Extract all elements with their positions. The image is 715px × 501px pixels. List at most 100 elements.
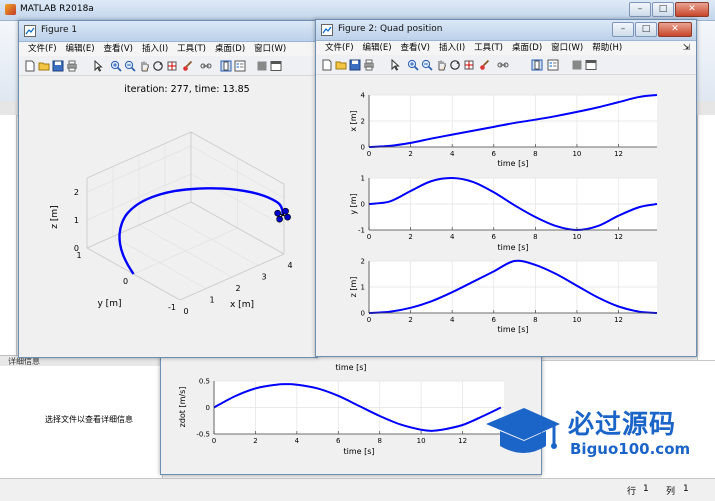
y-position-x-tick-label: 4 bbox=[450, 233, 455, 241]
zoom-in-icon[interactable] bbox=[407, 59, 419, 71]
matlab-current-folder-panel bbox=[0, 115, 17, 355]
brush-icon[interactable] bbox=[182, 60, 194, 72]
menubar-dock-icon[interactable]: ⇲ bbox=[682, 43, 690, 53]
matlab-logo-icon bbox=[5, 4, 16, 15]
menu-file[interactable]: 文件(F) bbox=[325, 43, 354, 53]
menu-window[interactable]: 窗口(W) bbox=[551, 43, 584, 53]
menu-desktop[interactable]: 桌面(D) bbox=[511, 43, 543, 53]
pointer-icon[interactable] bbox=[92, 60, 104, 72]
figure2-minimize-button[interactable]: – bbox=[612, 22, 634, 37]
rotate-3d-icon[interactable] bbox=[152, 60, 164, 72]
figure1-window[interactable]: Figure 1 文件(F) 编辑(E) 查看(V) 插入(I) 工具(T) 桌面(D) 窗… bbox=[18, 20, 318, 358]
z-tick-label: 1 bbox=[74, 216, 79, 225]
zdot-x-tick-label: 2 bbox=[253, 437, 257, 445]
watermark-title: 必过源码 bbox=[568, 410, 677, 440]
figure1-titlebar[interactable]: Figure 1 bbox=[19, 21, 317, 42]
figure-icon bbox=[321, 24, 333, 36]
legend-icon[interactable] bbox=[234, 60, 246, 72]
menu-view[interactable]: 查看(V) bbox=[103, 44, 133, 54]
figure-icon bbox=[24, 25, 36, 37]
menu-help[interactable]: 帮助(H) bbox=[592, 43, 623, 53]
figure1-toolbar bbox=[19, 57, 317, 76]
figure2-window[interactable]: Figure 2: Quad position – □ ✕ 文件(F) 编辑(E) 查看… bbox=[315, 19, 697, 357]
box-edge bbox=[179, 253, 285, 301]
zoom-out-icon[interactable] bbox=[124, 60, 136, 72]
matlab-close-button[interactable]: ✕ bbox=[675, 2, 709, 17]
quad-rotor bbox=[276, 215, 283, 223]
menu-file[interactable]: 文件(F) bbox=[28, 44, 57, 54]
print-icon[interactable] bbox=[363, 59, 375, 71]
data-cursor-icon[interactable] bbox=[463, 59, 475, 71]
x-position-line bbox=[368, 94, 658, 148]
open-file-icon[interactable] bbox=[38, 60, 50, 72]
figure2-window-buttons: – □ ✕ bbox=[611, 22, 692, 37]
matlab-window-buttons: – □ ✕ bbox=[628, 2, 709, 17]
menu-edit[interactable]: 编辑(E) bbox=[362, 43, 392, 53]
watermark: 必过源码 Biguo100.com bbox=[480, 398, 710, 466]
matlab-details-panel: 选择文件以查看详细信息 bbox=[0, 366, 163, 478]
zdot-y-tick-label: -0.5 bbox=[196, 431, 210, 439]
axes-3d-box bbox=[86, 131, 285, 301]
figure1-plot-title: iteration: 277, time: 13.85 bbox=[124, 84, 249, 95]
wall-gridline bbox=[190, 173, 285, 227]
colorbar-icon[interactable] bbox=[531, 59, 543, 71]
menu-tools[interactable]: 工具(T) bbox=[177, 44, 206, 54]
data-cursor-icon[interactable] bbox=[166, 60, 178, 72]
open-file-icon[interactable] bbox=[335, 59, 347, 71]
brush-icon[interactable] bbox=[479, 59, 491, 71]
figure3-window[interactable]: time [s] 0 2 4 6 8 10 12 -0.5 0 0.5 time [s] zdot… bbox=[160, 348, 542, 475]
menu-view[interactable]: 查看(V) bbox=[400, 43, 430, 53]
save-icon[interactable] bbox=[349, 59, 361, 71]
wall-gridline bbox=[86, 173, 192, 221]
hide-plot-tools-icon[interactable] bbox=[256, 60, 268, 72]
rotate-3d-icon[interactable] bbox=[449, 59, 461, 71]
x-position-x-tick-label: 6 bbox=[492, 150, 497, 158]
zdot-x-tick-label: 12 bbox=[458, 437, 467, 445]
print-icon[interactable] bbox=[66, 60, 78, 72]
z-tick-label: 0 bbox=[74, 244, 79, 253]
box-edge bbox=[190, 201, 285, 255]
figure2-close-button[interactable]: ✕ bbox=[658, 22, 692, 37]
pointer-icon[interactable] bbox=[389, 59, 401, 71]
zoom-out-icon[interactable] bbox=[421, 59, 433, 71]
menu-insert[interactable]: 插入(I) bbox=[439, 43, 466, 53]
y-tick-label: -1 bbox=[168, 303, 176, 312]
zdot-x-tick-label: 6 bbox=[336, 437, 341, 445]
colorbar-icon[interactable] bbox=[220, 60, 232, 72]
pan-icon[interactable] bbox=[435, 59, 447, 71]
show-plot-tools-icon[interactable] bbox=[585, 59, 597, 71]
pan-icon[interactable] bbox=[138, 60, 150, 72]
status-col-label: 列 bbox=[666, 487, 676, 497]
z-position-line bbox=[368, 259, 658, 314]
figure2-maximize-button[interactable]: □ bbox=[635, 22, 657, 37]
figure2-titlebar[interactable]: Figure 2: Quad position – □ ✕ bbox=[316, 20, 696, 41]
legend-icon[interactable] bbox=[547, 59, 559, 71]
new-figure-icon[interactable] bbox=[24, 60, 36, 72]
floor-gridline bbox=[133, 227, 238, 275]
matlab-right-panel bbox=[542, 360, 715, 479]
menu-edit[interactable]: 编辑(E) bbox=[65, 44, 95, 54]
details-text: 选择文件以查看详细信息 bbox=[45, 415, 133, 424]
x-position-x-tick-label: 8 bbox=[533, 150, 537, 158]
link-icon[interactable] bbox=[200, 60, 212, 72]
matlab-minimize-button[interactable]: – bbox=[629, 2, 651, 17]
menu-desktop[interactable]: 桌面(D) bbox=[214, 44, 246, 54]
y-position-y-tick-label: -1 bbox=[358, 227, 365, 235]
menu-tools[interactable]: 工具(T) bbox=[474, 43, 503, 53]
menu-window[interactable]: 窗口(W) bbox=[254, 44, 287, 54]
hide-plot-tools-icon[interactable] bbox=[571, 59, 583, 71]
z-position-y-tick-label: 1 bbox=[361, 284, 365, 292]
wall-gridline bbox=[190, 145, 285, 199]
y-position-ylabel: y [m] bbox=[349, 193, 358, 214]
link-icon[interactable] bbox=[497, 59, 509, 71]
menu-insert[interactable]: 插入(I) bbox=[142, 44, 169, 54]
matlab-maximize-button[interactable]: □ bbox=[652, 2, 674, 17]
show-plot-tools-icon[interactable] bbox=[270, 60, 282, 72]
zoom-in-icon[interactable] bbox=[110, 60, 122, 72]
save-icon[interactable] bbox=[52, 60, 64, 72]
matlab-workspace-panel bbox=[697, 115, 715, 360]
axis-x-label: x [m] bbox=[230, 300, 254, 310]
new-figure-icon[interactable] bbox=[321, 59, 333, 71]
